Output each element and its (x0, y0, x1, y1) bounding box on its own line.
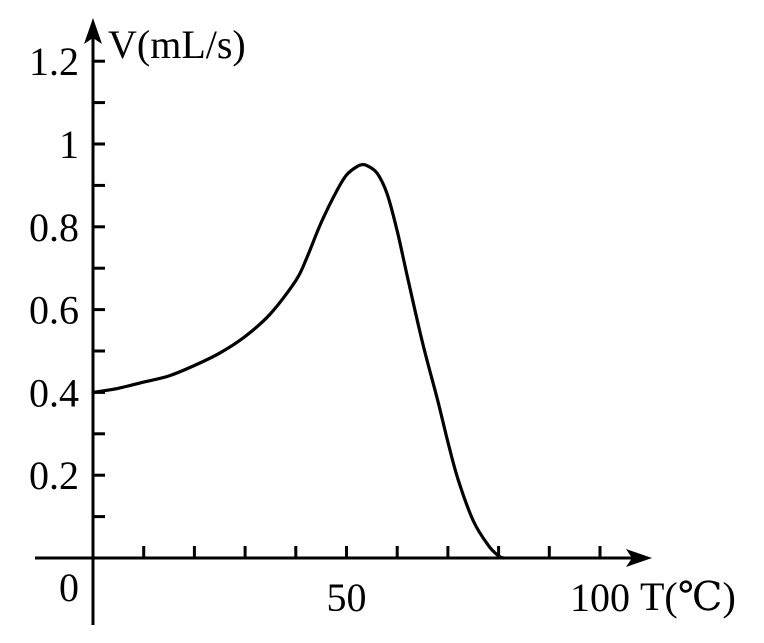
y-tick-label: 1 (59, 122, 79, 167)
y-axis-title: V(mL/s) (108, 22, 246, 67)
y-axis-arrow-icon (84, 18, 102, 44)
y-ticks (93, 59, 105, 519)
y-tick-label: 0.8 (29, 205, 79, 250)
axes (35, 18, 652, 625)
y-tick-label: 0.6 (29, 288, 79, 333)
series-layer (91, 162, 506, 560)
x-tick-labels: 50 100 (327, 575, 631, 620)
origin-label: 0 (59, 565, 79, 610)
series-line (91, 162, 506, 560)
x-ticks (142, 546, 602, 558)
y-tick-labels: 0.2 0.4 0.6 0.8 1 1.2 (29, 39, 79, 498)
y-tick-label: 1.2 (29, 39, 79, 84)
y-tick-label: 0.2 (29, 453, 79, 498)
y-tick-label: 0.4 (29, 370, 79, 415)
x-axis-title: T(℃) (640, 574, 736, 619)
x-tick-label: 100 (570, 575, 630, 620)
x-axis-arrow-icon (626, 549, 652, 567)
x-tick-label: 50 (327, 575, 367, 620)
